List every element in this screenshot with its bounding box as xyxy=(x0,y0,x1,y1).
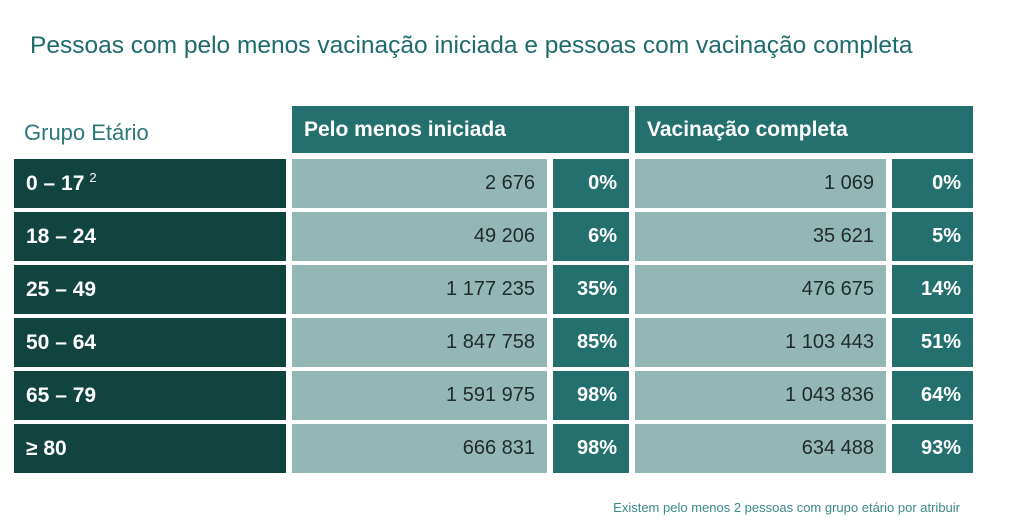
complete-count: 476 675 xyxy=(635,265,886,314)
initiated-count: 1 847 758 xyxy=(292,318,547,367)
initiated-count: 1 591 975 xyxy=(292,371,547,420)
complete-header: Vacinação completa xyxy=(635,106,973,153)
table-row: 0 – 17 2 2 676 0% 1 069 0% xyxy=(0,159,1024,208)
age-cell: ≥ 80 xyxy=(14,424,286,473)
initiated-count: 666 831 xyxy=(292,424,547,473)
complete-percent: 0% xyxy=(892,159,973,208)
age-label: 0 – 17 xyxy=(26,171,85,195)
footnote: Existem pelo menos 2 pessoas com grupo e… xyxy=(613,500,960,515)
table-row: 65 – 79 1 591 975 98% 1 043 836 64% xyxy=(0,371,1024,420)
complete-count: 1 103 443 xyxy=(635,318,886,367)
initiated-count: 49 206 xyxy=(292,212,547,261)
table-row: 25 – 49 1 177 235 35% 476 675 14% xyxy=(0,265,1024,314)
complete-percent: 64% xyxy=(892,371,973,420)
initiated-percent: 98% xyxy=(553,424,629,473)
age-cell: 25 – 49 xyxy=(14,265,286,314)
complete-count: 634 488 xyxy=(635,424,886,473)
complete-percent: 5% xyxy=(892,212,973,261)
table-row: 18 – 24 49 206 6% 35 621 5% xyxy=(0,212,1024,261)
initiated-count: 1 177 235 xyxy=(292,265,547,314)
complete-count: 1 043 836 xyxy=(635,371,886,420)
age-cell: 50 – 64 xyxy=(14,318,286,367)
age-group-header: Grupo Etário xyxy=(24,120,149,145)
age-cell: 65 – 79 xyxy=(14,371,286,420)
initiated-percent: 35% xyxy=(553,265,629,314)
initiated-percent: 0% xyxy=(553,159,629,208)
table-row: 50 – 64 1 847 758 85% 1 103 443 51% xyxy=(0,318,1024,367)
table-row: ≥ 80 666 831 98% 634 488 93% xyxy=(0,424,1024,473)
complete-count: 35 621 xyxy=(635,212,886,261)
complete-percent: 93% xyxy=(892,424,973,473)
page-title: Pessoas com pelo menos vacinação iniciad… xyxy=(30,32,913,59)
initiated-percent: 6% xyxy=(553,212,629,261)
age-cell: 0 – 17 2 xyxy=(14,159,286,208)
complete-percent: 51% xyxy=(892,318,973,367)
footnote-marker: 2 xyxy=(89,170,97,185)
initiated-count: 2 676 xyxy=(292,159,547,208)
initiated-percent: 98% xyxy=(553,371,629,420)
initiated-percent: 85% xyxy=(553,318,629,367)
complete-count: 1 069 xyxy=(635,159,886,208)
initiated-header: Pelo menos iniciada xyxy=(292,106,629,153)
complete-percent: 14% xyxy=(892,265,973,314)
age-cell: 18 – 24 xyxy=(14,212,286,261)
